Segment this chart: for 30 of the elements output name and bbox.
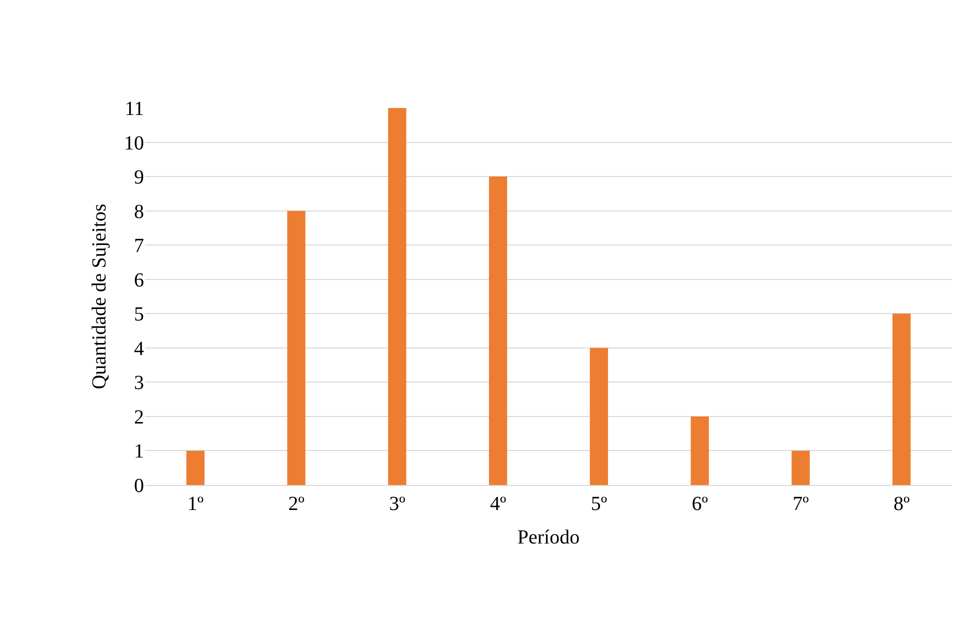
y-tick-label: 1	[134, 440, 144, 463]
y-tick-label: 7	[134, 235, 144, 258]
y-axis-title: Quantidade de Sujeitos	[88, 204, 110, 390]
y-tick-label: 5	[134, 304, 144, 326]
bar	[186, 450, 205, 485]
y-tick-label: 11	[124, 98, 144, 120]
x-tick-label: 3º	[389, 493, 406, 515]
y-tick-label: 3	[134, 372, 144, 394]
x-tick-label: 7º	[792, 493, 809, 515]
bar	[488, 176, 508, 485]
x-tick-label: 4º	[490, 493, 506, 515]
y-tick-label: 8	[134, 200, 144, 223]
x-tick-label: 1º	[187, 493, 204, 515]
bar	[892, 314, 911, 485]
bar	[388, 108, 406, 485]
x-tick-label: 5º	[590, 493, 608, 515]
y-tick-label: 2	[134, 406, 144, 428]
x-tick-label: 8º	[893, 493, 910, 515]
bar	[792, 450, 810, 485]
y-tick-label: 4	[134, 338, 144, 360]
bar	[287, 210, 306, 485]
y-tick-label: 0	[134, 475, 144, 497]
y-tick-label: 10	[124, 132, 144, 154]
x-tick-label: 6º	[692, 493, 708, 515]
bar	[690, 416, 709, 485]
x-axis-title: Período	[517, 526, 580, 548]
bar	[590, 348, 608, 485]
y-tick-label: 9	[134, 166, 144, 189]
y-tick-label: 6	[134, 269, 144, 292]
x-tick-label: 2º	[288, 493, 304, 515]
